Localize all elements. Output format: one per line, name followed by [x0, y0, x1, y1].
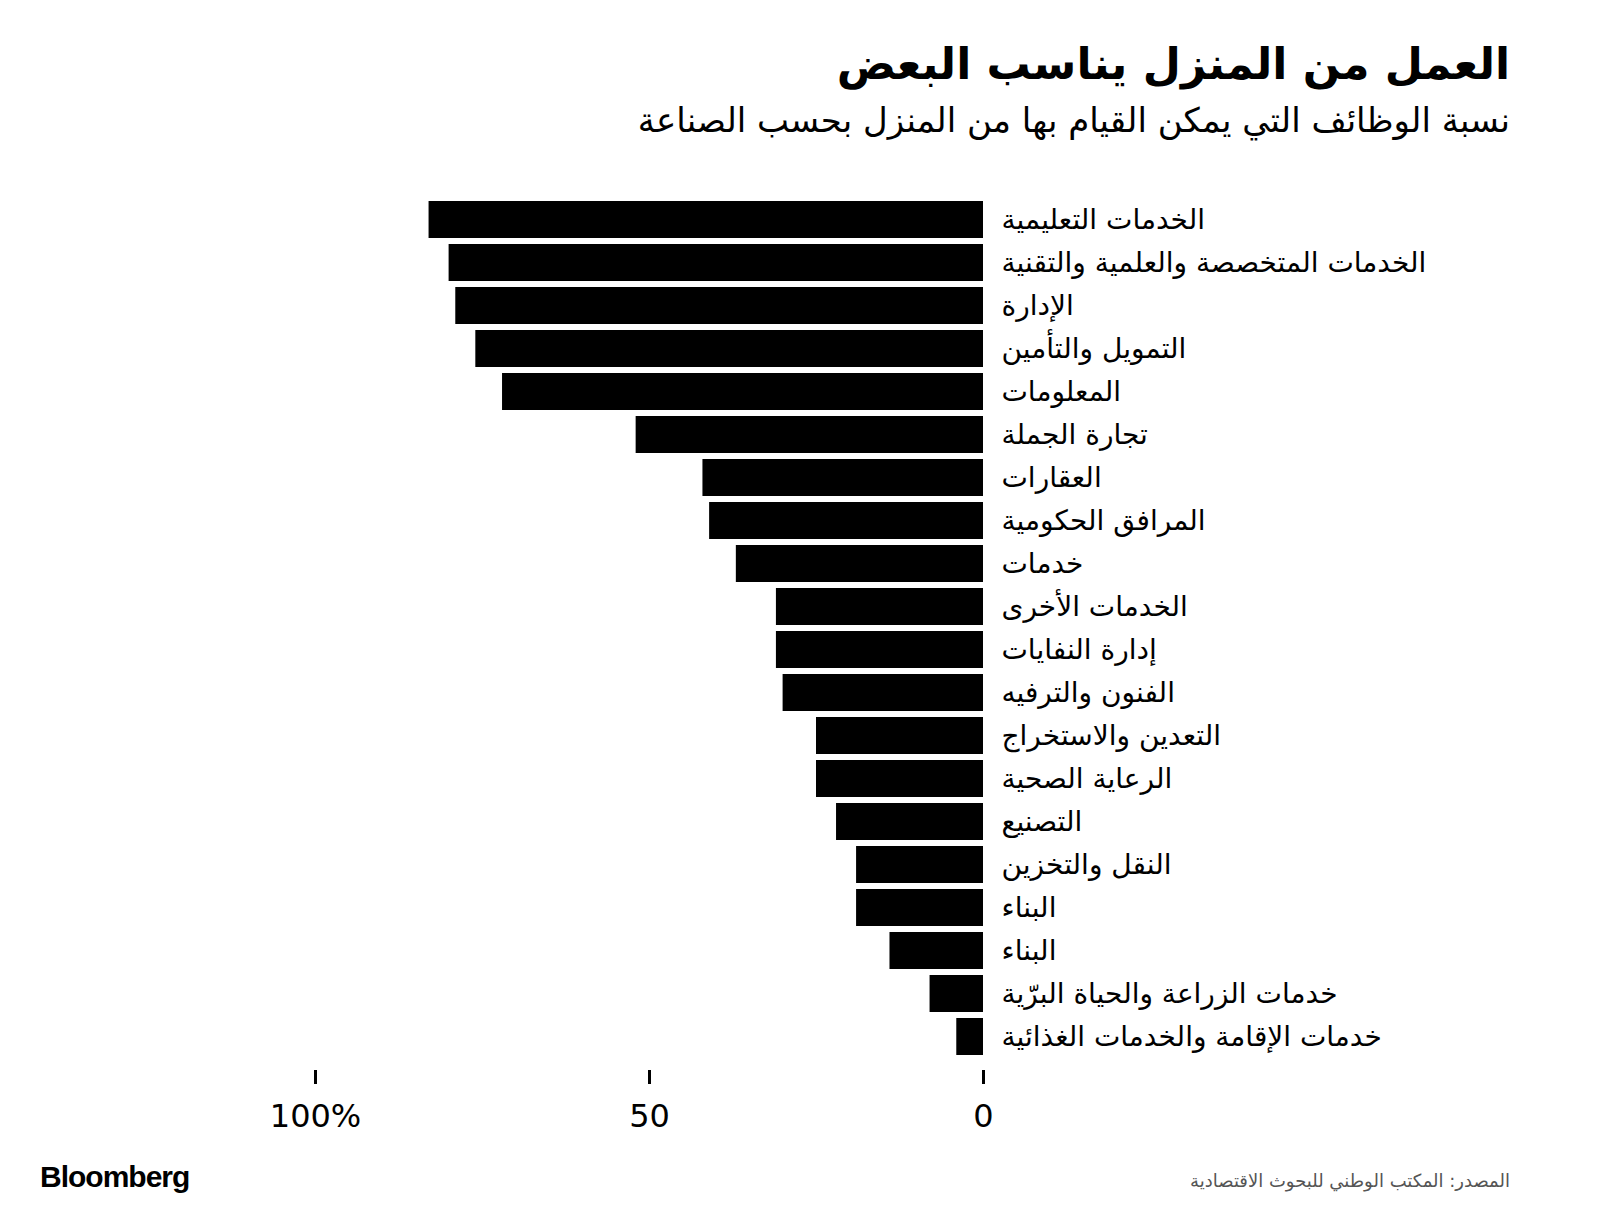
- svg-text:المعلومات: المعلومات: [1002, 375, 1122, 408]
- svg-text:خدمات الإقامة والخدمات الغذائي: خدمات الإقامة والخدمات الغذائية: [1002, 1020, 1382, 1053]
- svg-text:الخدمات الأخرى: الخدمات الأخرى: [1002, 588, 1188, 623]
- html-text:نسبة الوظائف التي يمكن القيام: نسبة الوظائف التي يمكن القيام بها من الم…: [637, 100, 1510, 140]
- svg-text:100%: 100%: [270, 1097, 361, 1135]
- svg-text:إدارة النفايات: إدارة النفايات: [1002, 633, 1157, 666]
- svg-text:التمويل والتأمين: التمويل والتأمين: [1002, 328, 1187, 365]
- svg-text:النقل والتخزين: النقل والتخزين: [1002, 848, 1172, 881]
- svg-text:خدمات الزراعة والحياة البرّية: خدمات الزراعة والحياة البرّية: [1002, 977, 1338, 1010]
- svg-text:المرافق الحكومية: المرافق الحكومية: [1002, 504, 1206, 537]
- svg-text:العقارات: العقارات: [1002, 461, 1102, 494]
- svg-text:الفنون والترفيه: الفنون والترفيه: [1002, 676, 1175, 709]
- svg-text:0: 0: [973, 1097, 993, 1135]
- svg-text:خدمات: خدمات: [1002, 547, 1084, 580]
- svg-text:الخدمات المتخصصة والعلمية والت: الخدمات المتخصصة والعلمية والتقنية: [1002, 246, 1427, 279]
- svg-text:الخدمات التعليمية: الخدمات التعليمية: [1002, 203, 1206, 236]
- svg-text:تجارة الجملة: تجارة الجملة: [1002, 418, 1148, 451]
- html-text:المصدر: المكتب الوطني للبحوث ا: المصدر: المكتب الوطني للبحوث الاقتصادية: [1190, 1170, 1510, 1191]
- svg-text:الرعاية الصحية: الرعاية الصحية: [1002, 762, 1173, 795]
- svg-text:البناء: البناء: [1002, 891, 1057, 924]
- svg-text:الإدارة: الإدارة: [1002, 289, 1074, 322]
- svg-text:التعدين والاستخراج: التعدين والاستخراج: [1002, 719, 1222, 753]
- svg-text:البناء: البناء: [1002, 934, 1057, 967]
- html-text:العمل من المنزل يناسب البعض: العمل من المنزل يناسب البعض: [836, 38, 1510, 89]
- svg-text:50: 50: [629, 1097, 670, 1135]
- svg-text:التصنيع: التصنيع: [1002, 805, 1083, 838]
- html-text:Bloomberg: Bloomberg: [40, 1160, 190, 1193]
